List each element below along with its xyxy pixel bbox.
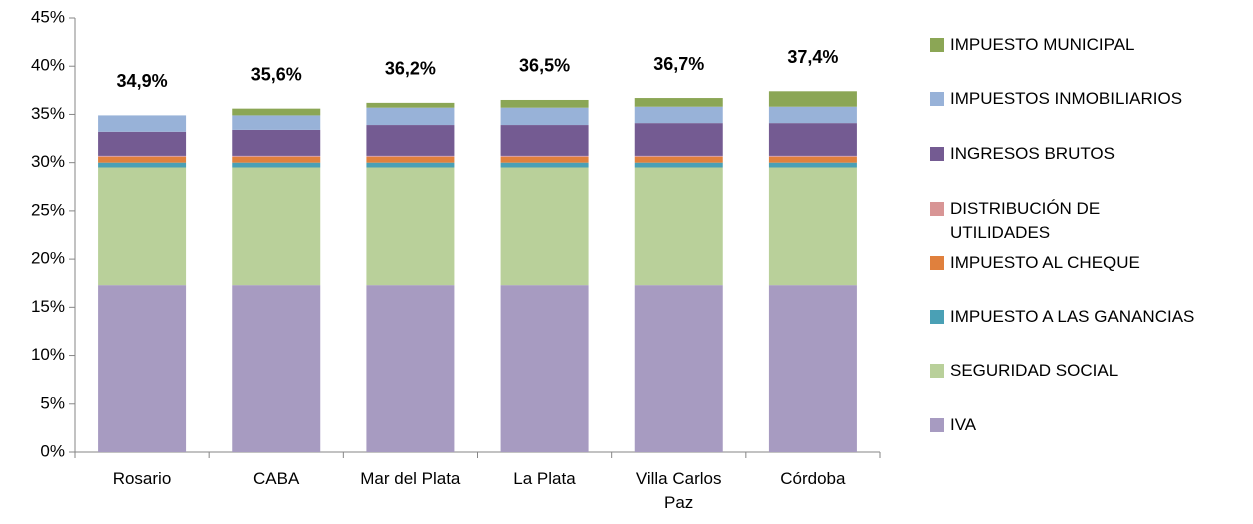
bar-segment (366, 125, 455, 156)
bar-segment (232, 162, 321, 168)
bar-segment (768, 285, 857, 452)
y-tick-label: 20% (31, 249, 65, 268)
x-tick-label: Mar del Plata (360, 469, 461, 488)
bar-segment (634, 285, 723, 452)
legend-swatch (930, 364, 944, 378)
bar-segment (232, 155, 321, 157)
total-label: 35,6% (251, 64, 302, 84)
bar-segment (500, 125, 589, 156)
bar-segment (232, 129, 321, 156)
bar-segment (768, 155, 857, 157)
x-tick-label: La Plata (513, 469, 576, 488)
legend-item: IMPUESTO AL CHEQUE (930, 251, 1140, 275)
bar-segment (500, 167, 589, 286)
bar-segment (98, 115, 187, 132)
y-tick-label: 0% (40, 441, 65, 460)
legend-label: IMPUESTO AL CHEQUE (950, 253, 1140, 272)
bar-segment (768, 162, 857, 168)
legend-item: DISTRIBUCIÓN DE UTILIDADES (930, 197, 1100, 245)
x-tick-label: Rosario (112, 469, 172, 488)
legend-item: IMPUESTO A LAS GANANCIAS (930, 305, 1194, 329)
bar-segment (500, 156, 589, 163)
bar-segment (634, 98, 723, 107)
bar-segment (768, 156, 857, 163)
bar-segment (232, 108, 321, 116)
legend-swatch (930, 38, 944, 52)
legend-label: IMPUESTOS INMOBILIARIOS (950, 89, 1183, 108)
bar-segment (500, 162, 589, 168)
bar-segment (634, 167, 723, 286)
x-tick-label: Villa Carlos Paz (635, 469, 722, 512)
bar-segment (634, 162, 723, 168)
y-tick-label: 5% (40, 393, 65, 412)
bar-segment (98, 162, 187, 168)
bar-segment (98, 131, 187, 156)
bar-segment (366, 102, 455, 108)
y-tick-label: 10% (31, 345, 65, 364)
y-tick-label: 45% (31, 7, 65, 26)
legend-label: INGRESOS BRUTOS (950, 144, 1115, 163)
legend-item: SEGURIDAD SOCIAL (930, 359, 1118, 383)
bar-segment (634, 156, 723, 163)
bar-segment (232, 156, 321, 163)
bar-segment (232, 115, 321, 130)
y-tick-label: 40% (31, 56, 65, 75)
bar-segment (768, 123, 857, 156)
bar-segment (366, 107, 455, 126)
bar-segment (500, 107, 589, 126)
y-tick-label: 35% (31, 104, 65, 123)
bar-segment (232, 285, 321, 452)
legend-item: IVA (930, 413, 976, 437)
legend-swatch (930, 92, 944, 106)
x-tick-label: CABA (253, 469, 300, 488)
bar-segment (634, 123, 723, 156)
legend-item: INGRESOS BRUTOS (930, 142, 1115, 166)
bar-segment (500, 155, 589, 157)
bar-segment (232, 167, 321, 286)
legend-swatch (930, 202, 944, 216)
legend-label: DISTRIBUCIÓN DE UTILIDADES (950, 199, 1101, 242)
legend-label: SEGURIDAD SOCIAL (950, 361, 1119, 380)
bar-segment (500, 285, 589, 452)
bar-segment (98, 156, 187, 163)
legend-label: IMPUESTO A LAS GANANCIAS (950, 307, 1195, 326)
bar-segment (634, 155, 723, 157)
total-label: 37,4% (787, 47, 838, 67)
bar-segment (768, 106, 857, 124)
bar-segment (366, 155, 455, 157)
legend-swatch (930, 418, 944, 432)
x-tick-label: Córdoba (780, 469, 846, 488)
bar-segment (500, 99, 589, 108)
y-tick-label: 25% (31, 200, 65, 219)
total-label: 36,5% (519, 56, 570, 76)
bar-segment (366, 285, 455, 452)
bar-segment (634, 106, 723, 124)
legend-label: IVA (950, 415, 977, 434)
bar-segment (768, 167, 857, 286)
bar-segment (366, 156, 455, 163)
total-label: 36,2% (385, 59, 436, 79)
legend-item: IMPUESTO MUNICIPAL (930, 33, 1135, 57)
legend-item: IMPUESTOS INMOBILIARIOS (930, 87, 1182, 111)
legend-swatch (930, 147, 944, 161)
bar-segment (98, 285, 187, 452)
total-label: 36,7% (653, 54, 704, 74)
legend-swatch (930, 256, 944, 270)
legend-label: IMPUESTO MUNICIPAL (950, 35, 1135, 54)
bar-segment (366, 162, 455, 168)
bar-segment (366, 167, 455, 286)
bar-segment (768, 91, 857, 107)
bar-segment (98, 167, 187, 286)
y-tick-label: 30% (31, 152, 65, 171)
y-tick-label: 15% (31, 297, 65, 316)
bar-segment (98, 155, 187, 157)
total-label: 34,9% (117, 71, 168, 91)
legend-swatch (930, 310, 944, 324)
